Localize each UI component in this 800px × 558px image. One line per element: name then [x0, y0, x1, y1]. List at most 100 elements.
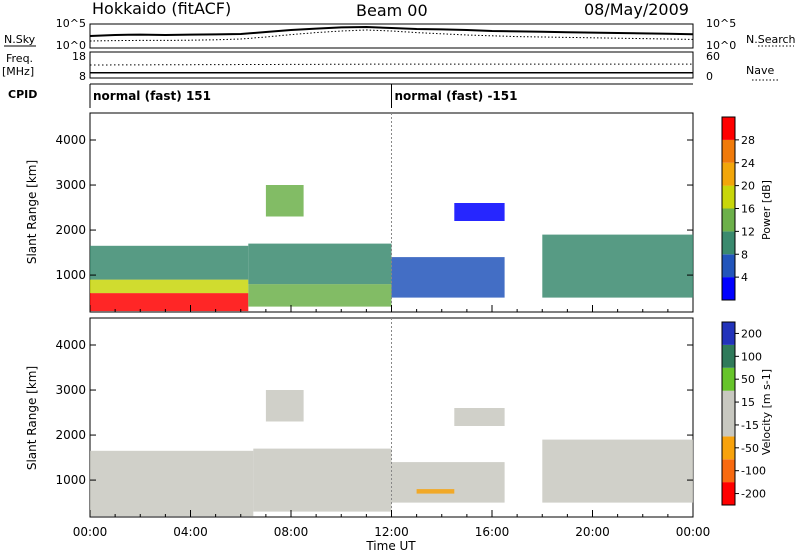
- colorbar-tick-label: 100: [741, 350, 762, 363]
- velocity-regions: [90, 318, 694, 517]
- colorbar-tick-label: 20: [741, 180, 755, 193]
- power-regions: [90, 113, 694, 312]
- region-6: [542, 439, 694, 503]
- x-tick-label: 12:00: [374, 525, 409, 539]
- colorbar-tick-label: -15: [741, 419, 759, 432]
- beam-title: Beam 00: [356, 1, 428, 20]
- nave-tick-bottom: 0: [706, 70, 713, 83]
- velocity-colorbar-label: Velocity [m s-1]: [760, 369, 773, 455]
- power-colorbar-label: Power [dB]: [760, 180, 773, 240]
- y-tick-label: 3000: [55, 178, 86, 192]
- colorbar-cell: [722, 367, 735, 391]
- colorbar-tick-label: 12: [741, 225, 755, 238]
- region-1: [253, 448, 392, 512]
- colorbar-cell: [722, 459, 735, 483]
- colorbar-tick-label: 15: [741, 396, 755, 409]
- power-colorbar: 4 8 12 16 20 24 28: [721, 116, 755, 301]
- region-0: [90, 293, 249, 312]
- cpid-strip: normal (fast) 151 normal (fast) -151: [89, 83, 693, 108]
- region-5: [454, 408, 505, 426]
- freq-panel-frame: [89, 51, 694, 79]
- cpid-segment-label: normal (fast) 151: [93, 89, 211, 103]
- power-y-axis: 1000 2000 3000 4000: [55, 133, 693, 282]
- station-title: Hokkaido (fitACF): [92, 0, 231, 18]
- noise-series-0: [89, 25, 694, 37]
- region-3: [391, 462, 505, 503]
- freq-label: Freq.: [6, 52, 33, 65]
- nsky-tick-bottom: 10^0: [56, 39, 86, 52]
- nave-tick-top: 60: [706, 50, 720, 63]
- region-3: [248, 284, 392, 307]
- y-tick-label: 1000: [55, 268, 86, 282]
- noise-series-1: [89, 29, 694, 42]
- region-6: [391, 257, 505, 298]
- y-tick-label: 2000: [55, 223, 86, 237]
- velocity-colorbar: 200 100 50 15 -15 -50 -100 -200: [721, 321, 766, 506]
- colorbar-tick-label: 16: [741, 203, 755, 216]
- cpid-label: CPID: [8, 88, 37, 101]
- colorbar-cell: [722, 185, 735, 209]
- colorbar-cell: [722, 254, 735, 278]
- region-1: [90, 279, 249, 294]
- colorbar-tick-label: -200: [741, 488, 766, 501]
- y-tick-label: 4000: [55, 133, 86, 147]
- freq-tick-bottom: 8: [79, 70, 86, 83]
- nsearch-tick-top: 10^5: [706, 17, 736, 30]
- y-tick-label: 3000: [55, 383, 86, 397]
- region-2: [90, 245, 249, 280]
- colorbar-cell: [722, 277, 735, 300]
- colorbar-tick-label: 28: [741, 134, 755, 147]
- x-axis-label: Time UT: [365, 539, 416, 553]
- time-x-axis: 00:00 04:00 08:00 12:00 16:00 20:00 00:00: [73, 305, 711, 539]
- nsearch-tick-bottom: 10^0: [706, 39, 736, 52]
- noise-series-group: [89, 25, 694, 42]
- region-8: [542, 234, 694, 298]
- y-tick-label: 2000: [55, 428, 86, 442]
- colorbar-cell: [722, 413, 735, 437]
- colorbar-cell: [722, 436, 735, 460]
- x-tick-label: 00:00: [73, 525, 108, 539]
- colorbar-cell: [722, 482, 735, 505]
- colorbar-cell: [722, 117, 735, 140]
- colorbar-tick-label: 200: [741, 327, 762, 340]
- colorbar-cell: [722, 231, 735, 255]
- colorbar-cell: [722, 322, 735, 345]
- nave-label: Nave: [746, 64, 774, 77]
- colorbar-tick-label: 8: [741, 248, 748, 261]
- freq-series-group: [89, 63, 693, 74]
- mhz-label: [MHz]: [2, 65, 34, 78]
- nsearch-label: N.Search: [746, 33, 796, 46]
- colorbar-tick-label: 4: [741, 271, 748, 284]
- y-tick-label: 1000: [55, 473, 86, 487]
- colorbar-cell: [722, 208, 735, 232]
- region-5: [265, 185, 304, 217]
- x-tick-label: 04:00: [173, 525, 208, 539]
- colorbar-tick-label: -50: [741, 442, 759, 455]
- colorbar-cell: [722, 162, 735, 186]
- colorbar-tick-label: 24: [741, 157, 755, 170]
- colorbar-tick-label: 50: [741, 373, 755, 386]
- x-tick-label: 20:00: [575, 525, 610, 539]
- colorbar-tick-label: -100: [741, 465, 766, 478]
- x-tick-label: 00:00: [676, 525, 711, 539]
- region-4: [248, 243, 392, 285]
- nave-series: [89, 63, 693, 66]
- region-0: [90, 450, 254, 517]
- region-2: [265, 390, 304, 422]
- velocity-y-axis: 1000 2000 3000 4000: [55, 338, 693, 487]
- y-tick-label: 4000: [55, 338, 86, 352]
- nsky-tick-top: 10^5: [56, 17, 86, 30]
- x-tick-label: 08:00: [274, 525, 309, 539]
- date-title: 08/May/2009: [584, 0, 689, 19]
- cpid-segment-label: normal (fast) -151: [395, 89, 518, 103]
- power-ylabel: Slant Range [km]: [25, 160, 39, 264]
- x-tick-label: 16:00: [475, 525, 510, 539]
- region-4: [416, 489, 455, 494]
- region-7: [454, 203, 505, 221]
- freq-tick-top: 18: [72, 50, 86, 63]
- velocity-ylabel: Slant Range [km]: [25, 366, 39, 470]
- colorbar-cell: [722, 139, 735, 163]
- colorbar-cell: [722, 344, 735, 368]
- nsky-label: N.Sky: [4, 33, 36, 46]
